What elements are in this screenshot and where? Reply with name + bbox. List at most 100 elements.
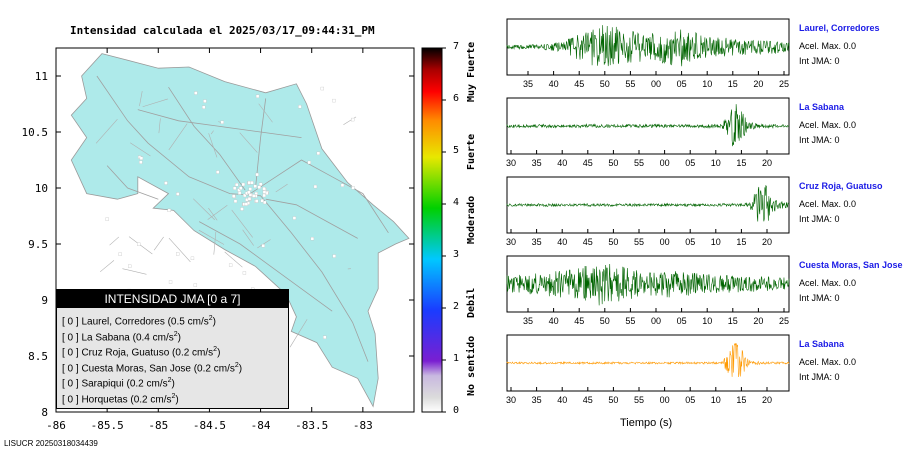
station-marker [193, 283, 198, 287]
legend-item-unit-sup: 2 [167, 377, 172, 384]
waveform-tick-label: 10 [711, 395, 721, 405]
station-marker [332, 254, 336, 258]
station-marker [167, 208, 171, 213]
station-marker [313, 184, 318, 189]
footer-id: LISUCR 20250318034439 [4, 439, 98, 448]
station-values: Acel. Max. 0.0 Int JMA: 0 [799, 39, 880, 69]
road-line [168, 86, 246, 191]
road-line [122, 268, 147, 275]
x-tick-label: -83 [353, 419, 373, 432]
station-marker [320, 86, 325, 91]
station-marker [253, 184, 257, 188]
waveform-tick-label: 55 [634, 395, 644, 405]
waveform-tick-label: 55 [634, 158, 644, 168]
legend-item-unit-sup: 2 [171, 392, 176, 400]
colorbar-tick-label: 5 [453, 145, 460, 156]
road-line [207, 205, 228, 220]
map-title: Intensidad calculada el 2025/03/17_09:44… [70, 24, 375, 37]
station-marker [139, 160, 143, 164]
colorbar-tick-label: 2 [453, 301, 460, 312]
time-axis-title: Tiempo (s) [620, 417, 673, 429]
legend-item-close: ) [238, 362, 243, 374]
road-line [130, 142, 151, 157]
waveform-tick-label: 40 [557, 395, 567, 405]
waveform-tick-label: 50 [608, 158, 618, 168]
road-line [168, 237, 191, 263]
waveform-tick-label: 40 [557, 158, 567, 168]
station-marker [237, 191, 242, 195]
road-line [257, 239, 271, 249]
legend-item-text: [ 0 ] Horquetas (0.2 cm/s [62, 393, 172, 405]
station-info: La Sabana Acel. Max. 0.0 Int JMA: 0 [799, 102, 856, 148]
waveform-tick-label: 55 [625, 316, 635, 326]
colorbar-category-label: Debil [466, 287, 477, 319]
road-line [137, 109, 302, 138]
waveform-tick-label: 55 [625, 79, 635, 89]
station-name: Cruz Roja, Guatuso [799, 181, 883, 191]
waveform-panel: 35 40 45 50 55 00 05 10 15 20 25 [506, 255, 790, 326]
intensity-legend: INTENSIDAD JMA [0 a 7] [ 0 ] Laurel, Cor… [56, 289, 289, 409]
x-tick-label: -85.5 [91, 419, 124, 432]
legend-item-text: [ 0 ] Cuesta Moras, San Jose (0.2 cm/s [62, 362, 235, 374]
legend-item-unit-sup: 2 [173, 330, 178, 338]
y-tick-label: 8 [41, 406, 48, 419]
colorbar-tick-label: 6 [453, 93, 460, 104]
station-marker [203, 99, 207, 103]
colorbar-tick-label: 0 [453, 405, 460, 416]
legend-item: [ 0 ] Laurel, Corredores (0.5 cm/s2) [62, 311, 288, 327]
waveform-trace [506, 185, 790, 222]
road-line [142, 98, 168, 108]
road-line [250, 159, 389, 234]
x-tick-label: -83.5 [295, 419, 328, 432]
waveform-trace [506, 343, 790, 378]
legend-item-text: [ 0 ] La Sabana (0.4 cm/s [62, 331, 174, 343]
station-values: Acel. Max. 0.0 Int JMA: 0 [799, 355, 856, 385]
waveform-tick-label: 20 [762, 158, 772, 168]
colorbar-tick-label: 7 [453, 41, 460, 52]
legend-item-close: ) [175, 393, 179, 405]
station-acel-max: Acel. Max. 0.0 [799, 120, 857, 130]
waveform-tick-label: 00 [660, 158, 670, 168]
waveform-tick-label: 50 [600, 79, 610, 89]
waveform-tick-label: 15 [728, 79, 738, 89]
road-line [199, 221, 333, 312]
waveform-tick-label: 45 [583, 395, 593, 405]
station-marker [168, 280, 173, 284]
station-marker [242, 271, 247, 275]
station-marker [263, 200, 267, 205]
waveform-tick-label: 05 [677, 316, 687, 326]
waveform-tick-label: 20 [762, 237, 772, 247]
waveform-tick-label: 45 [583, 158, 593, 168]
station-marker [252, 194, 256, 198]
station-marker [248, 187, 252, 191]
station-marker [228, 263, 233, 267]
waveform-tick-label: 10 [702, 79, 712, 89]
road-line [153, 236, 164, 251]
station-marker [118, 252, 122, 256]
y-tick-label: 8.5 [28, 350, 48, 363]
station-int-jma: Int JMA: 0 [799, 56, 840, 66]
legend-item-close: ) [171, 378, 175, 390]
waveform-tick-label: 20 [753, 79, 763, 89]
road-network [95, 75, 389, 373]
station-marker [247, 190, 251, 195]
legend-item: [ 0 ] Cuesta Moras, San Jose (0.2 cm/s2) [62, 358, 288, 374]
waveform-tick-label: 25 [779, 316, 789, 326]
colorbar-category-label: Muy Fuerte [466, 41, 477, 102]
station-marker [261, 244, 265, 248]
station-points [105, 86, 355, 346]
x-tick-label: -84 [251, 419, 271, 432]
station-info: Cruz Roja, Guatuso Acel. Max. 0.0 Int JMA:… [799, 181, 883, 227]
waveform-tick-label: 15 [736, 237, 746, 247]
station-marker [176, 252, 180, 256]
waveform-tick-label: 50 [608, 237, 618, 247]
station-marker [323, 335, 327, 339]
waveform-tick-label: 30 [506, 158, 516, 168]
road-line [289, 319, 308, 348]
waveform-tick-label: 10 [711, 158, 721, 168]
station-int-jma: Int JMA: 0 [799, 135, 840, 145]
station-acel-max: Acel. Max. 0.0 [799, 357, 857, 367]
station-marker [307, 160, 311, 165]
station-info: Cuesta Moras, San Jose Acel. Max. 0.0 Int … [799, 260, 903, 306]
waveform-tick-label: 00 [660, 395, 670, 405]
